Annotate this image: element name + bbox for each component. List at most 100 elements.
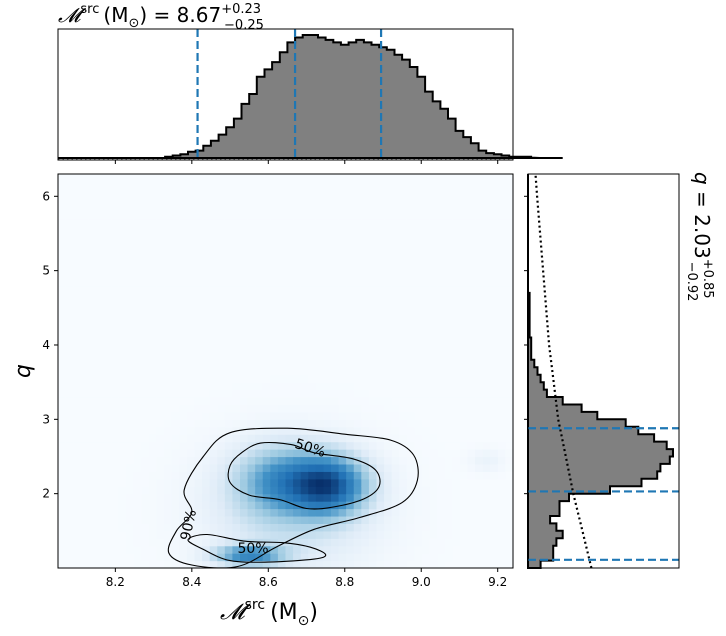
density-cell xyxy=(346,218,355,227)
density-cell xyxy=(156,344,165,354)
density-cell xyxy=(384,270,393,279)
density-cell xyxy=(323,322,332,331)
density-cell xyxy=(482,456,491,465)
density-cell xyxy=(232,530,241,539)
density-cell xyxy=(444,515,453,524)
density-cell xyxy=(437,218,446,227)
density-cell xyxy=(300,553,309,562)
density-cell xyxy=(505,419,514,428)
density-cell xyxy=(255,322,264,331)
density-cell xyxy=(149,501,158,510)
density-cell xyxy=(414,553,423,562)
density-cell xyxy=(209,218,218,227)
density-cell xyxy=(452,174,461,183)
density-cell xyxy=(315,441,325,450)
density-cell xyxy=(240,463,249,472)
density-cell xyxy=(490,218,499,227)
density-cell xyxy=(482,255,491,264)
density-cell xyxy=(391,419,400,428)
density-cell xyxy=(414,196,423,205)
density-cell xyxy=(391,449,400,458)
density-cell xyxy=(247,434,256,443)
density-cell xyxy=(164,374,173,383)
density-cell xyxy=(505,226,514,235)
density-cell xyxy=(73,278,82,287)
density-cell xyxy=(209,203,218,212)
density-cell xyxy=(399,530,408,539)
density-cell xyxy=(232,545,241,554)
density-cell xyxy=(58,426,67,435)
density-cell xyxy=(391,560,400,569)
density-cell xyxy=(103,530,112,539)
density-cell xyxy=(111,404,120,413)
density-cell xyxy=(194,426,203,435)
density-cell xyxy=(217,367,226,376)
density-cell xyxy=(475,471,484,480)
density-cell xyxy=(467,240,476,249)
density-cell xyxy=(80,449,89,458)
density-cell xyxy=(240,270,249,279)
density-cell xyxy=(194,404,203,413)
density-cell xyxy=(414,188,423,197)
density-cell xyxy=(58,545,67,554)
density-cell xyxy=(429,545,438,554)
density-cell xyxy=(262,463,271,472)
density-cell xyxy=(209,226,218,235)
density-cell xyxy=(255,486,264,495)
density-cell xyxy=(368,553,378,562)
density-cell xyxy=(88,486,97,495)
density-cell xyxy=(118,441,127,450)
density-cell xyxy=(293,486,302,495)
density-cell xyxy=(444,322,453,331)
density-cell xyxy=(422,188,431,197)
density-cell xyxy=(270,240,279,249)
density-cell xyxy=(315,255,325,264)
density-cell xyxy=(331,203,340,212)
density-cell xyxy=(171,337,180,346)
density-cell xyxy=(73,456,82,465)
density-cell xyxy=(88,553,97,562)
density-cell xyxy=(179,300,188,309)
density-cell xyxy=(293,263,302,272)
density-cell xyxy=(444,463,453,472)
density-cell xyxy=(80,434,89,443)
density-cell xyxy=(376,285,385,294)
density-cell xyxy=(338,344,347,354)
density-cell xyxy=(444,478,453,487)
density-cell xyxy=(247,278,256,287)
density-cell xyxy=(482,337,491,346)
density-cell xyxy=(338,515,347,524)
density-cell xyxy=(361,240,370,249)
density-cell xyxy=(308,315,317,324)
density-cell xyxy=(467,255,476,264)
density-cell xyxy=(285,330,294,339)
density-cell xyxy=(149,471,158,480)
density-cell xyxy=(141,315,150,324)
density-cell xyxy=(475,486,484,495)
density-cell xyxy=(126,211,135,220)
density-cell xyxy=(133,426,143,435)
density-cell xyxy=(444,174,453,183)
density-cell xyxy=(467,553,476,562)
density-cell xyxy=(422,419,431,428)
density-cell xyxy=(361,285,370,294)
density-cell xyxy=(452,493,461,502)
density-cell xyxy=(186,315,196,324)
density-cell xyxy=(65,553,74,562)
density-cell xyxy=(315,456,325,465)
density-cell xyxy=(346,322,355,331)
density-cell xyxy=(186,501,196,510)
density-cell xyxy=(186,404,196,413)
density-cell xyxy=(505,530,514,539)
density-cell xyxy=(194,330,203,339)
density-cell xyxy=(475,352,484,361)
density-cell xyxy=(164,322,173,331)
density-cell xyxy=(293,203,302,212)
density-cell xyxy=(171,203,180,212)
density-cell xyxy=(422,226,431,235)
density-cell xyxy=(133,419,143,428)
density-cell xyxy=(88,538,97,547)
density-cell xyxy=(482,471,491,480)
density-cell xyxy=(65,240,74,249)
density-cell xyxy=(285,211,294,220)
